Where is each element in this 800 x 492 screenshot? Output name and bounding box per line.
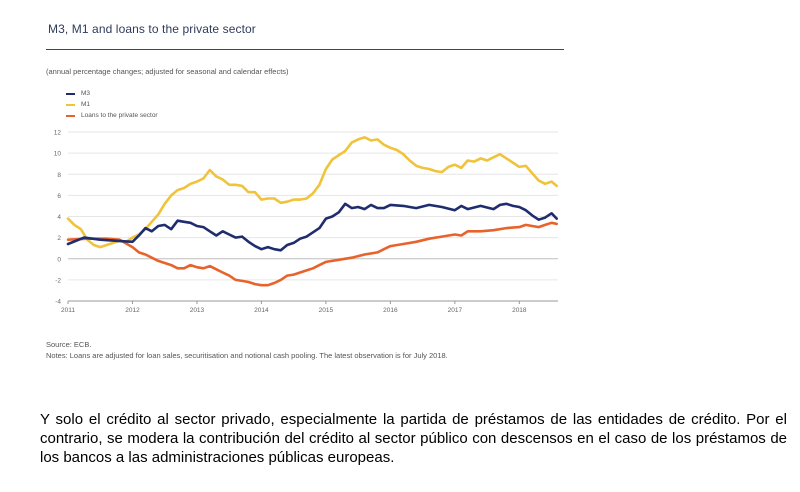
- legend-label-m1: M1: [81, 101, 91, 108]
- x-tick-label: 2017: [448, 307, 463, 314]
- title-divider: [46, 49, 564, 50]
- x-tick-label: 2013: [190, 307, 205, 314]
- chart-subtitle: (annual percentage changes; adjusted for…: [46, 67, 289, 76]
- x-tick-label: 2018: [512, 307, 527, 314]
- body-paragraph: Y solo el crédito al sector privado, esp…: [40, 411, 787, 466]
- legend-swatch-loans: [66, 114, 75, 117]
- series-line-m1: [66, 136, 558, 249]
- legend-item-m1: M1: [66, 99, 158, 110]
- x-tick-label: 2016: [383, 307, 398, 314]
- y-tick-label: 4: [57, 214, 61, 221]
- y-tick-label: -2: [55, 277, 61, 284]
- legend-label-loans: Loans to the private sector: [81, 112, 158, 119]
- y-tick-label: 12: [54, 130, 62, 137]
- y-tick-label: 2: [57, 235, 61, 242]
- series-line-m3: [66, 202, 558, 252]
- legend-swatch-m1: [66, 103, 75, 106]
- x-tick-label: 2011: [61, 307, 75, 314]
- source-note: Source: ECB.: [46, 340, 92, 349]
- legend-item-m3: M3: [66, 88, 158, 99]
- legend-label-m3: M3: [81, 90, 91, 97]
- notes-text: Notes: Loans are adjusted for loan sales…: [46, 351, 448, 360]
- legend-swatch-m3: [66, 92, 75, 95]
- chart-title: M3, M1 and loans to the private sector: [48, 22, 256, 36]
- y-tick-label: 0: [57, 256, 61, 263]
- y-tick-label: -4: [55, 299, 61, 306]
- chart-legend: M3 M1 Loans to the private sector: [66, 88, 158, 121]
- x-tick-label: 2014: [254, 307, 269, 314]
- y-tick-label: 6: [57, 193, 61, 200]
- x-tick-label: 2015: [319, 307, 334, 314]
- y-tick-label: 8: [57, 172, 61, 179]
- y-tick-label: 10: [54, 151, 62, 158]
- x-tick-label: 2012: [125, 307, 140, 314]
- chart-notes: Source: ECB. Notes: Loans are adjusted f…: [46, 339, 566, 361]
- series-line-loans: [66, 221, 558, 287]
- line-chart: -4 -2 0 2 4 6 8 10 12 2011 2012 2013 2014 2015 2016 201…: [54, 130, 558, 314]
- legend-item-loans: Loans to the private sector: [66, 110, 158, 121]
